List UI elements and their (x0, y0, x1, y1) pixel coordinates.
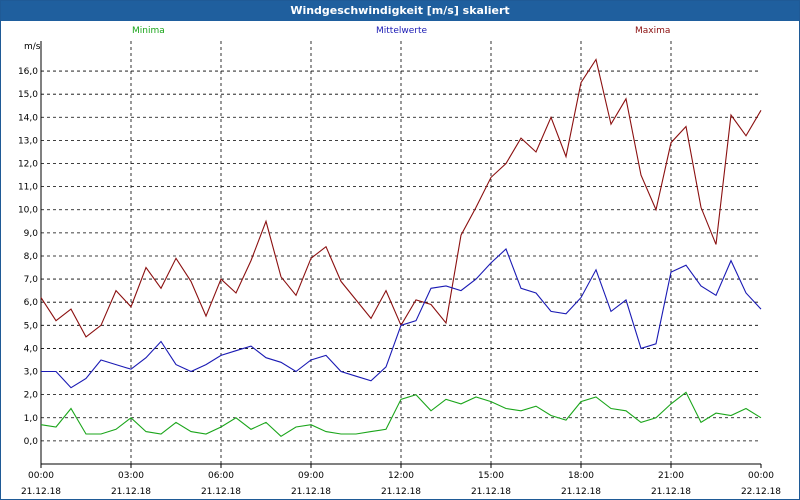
y-axis-unit-label: m/s (24, 42, 41, 52)
y-tick-label: 6,0 (24, 298, 39, 308)
x-tick-date-label: 21.12.18 (471, 487, 511, 497)
data-series (40, 58, 762, 437)
y-tick-label: 8,0 (24, 252, 39, 262)
x-tick-time-label: 12:00 (388, 471, 414, 481)
legend-maxima: Maxima (635, 26, 671, 36)
y-tick-label: 0,0 (24, 437, 39, 447)
y-tick-label: 14,0 (18, 113, 38, 123)
x-tick-date-label: 21.12.18 (381, 487, 421, 497)
legend-minima: Minima (132, 26, 165, 36)
legend-mittelwerte: Mittelwerte (376, 26, 428, 36)
axes: m/s 0,0 1,0 2,0 3,0 4,0 5,0 6,0 7,0 8,0 9,0 10,0 11… (18, 42, 781, 497)
x-tick-date-label: 21.12.18 (561, 487, 601, 497)
y-tick-label: 12,0 (18, 160, 38, 170)
x-tick-date-label: 22.12.18 (741, 487, 781, 497)
x-tick-time-label: 09:00 (298, 471, 324, 481)
x-tick-date-label: 21.12.18 (651, 487, 691, 497)
y-tick-label: 16,0 (18, 67, 38, 77)
x-tick-time-label: 21:00 (658, 471, 684, 481)
x-tick-date-label: 21.12.18 (291, 487, 331, 497)
grid-lines (40, 41, 762, 468)
series-line-minima (40, 391, 762, 437)
x-tick-time-label: 18:00 (568, 471, 594, 481)
y-tick-label: 1,0 (24, 414, 39, 424)
y-tick-label: 7,0 (24, 275, 39, 285)
y-tick-label: 5,0 (24, 321, 39, 331)
y-tick-label: 2,0 (24, 391, 39, 401)
x-tick-date-label: 21.12.18 (201, 487, 241, 497)
y-tick-label: 11,0 (18, 183, 38, 193)
x-tick-date-label: 21.12.18 (21, 487, 61, 497)
y-tick-label: 9,0 (24, 229, 39, 239)
wind-speed-chart: m/s 0,0 1,0 2,0 3,0 4,0 5,0 6,0 7,0 8,0 9,0 10,0 11… (18, 41, 781, 497)
window-title: Windgeschwindigkeit [m/s] skaliert (1, 1, 799, 21)
y-tick-label: 13,0 (18, 136, 38, 146)
x-tick-time-label: 00:00 (28, 471, 54, 481)
series-line-mittelwerte (41, 248, 762, 389)
y-tick-label: 10,0 (18, 206, 38, 216)
x-tick-time-label: 15:00 (478, 471, 504, 481)
x-tick-time-label: 06:00 (208, 471, 234, 481)
y-tick-label: 15,0 (18, 90, 38, 100)
x-tick-time-label: 00:00 (748, 471, 774, 481)
x-tick-date-label: 21.12.18 (111, 487, 151, 497)
x-tick-time-label: 03:00 (118, 471, 144, 481)
y-tick-label: 3,0 (24, 368, 39, 378)
y-tick-label: 4,0 (24, 344, 39, 354)
